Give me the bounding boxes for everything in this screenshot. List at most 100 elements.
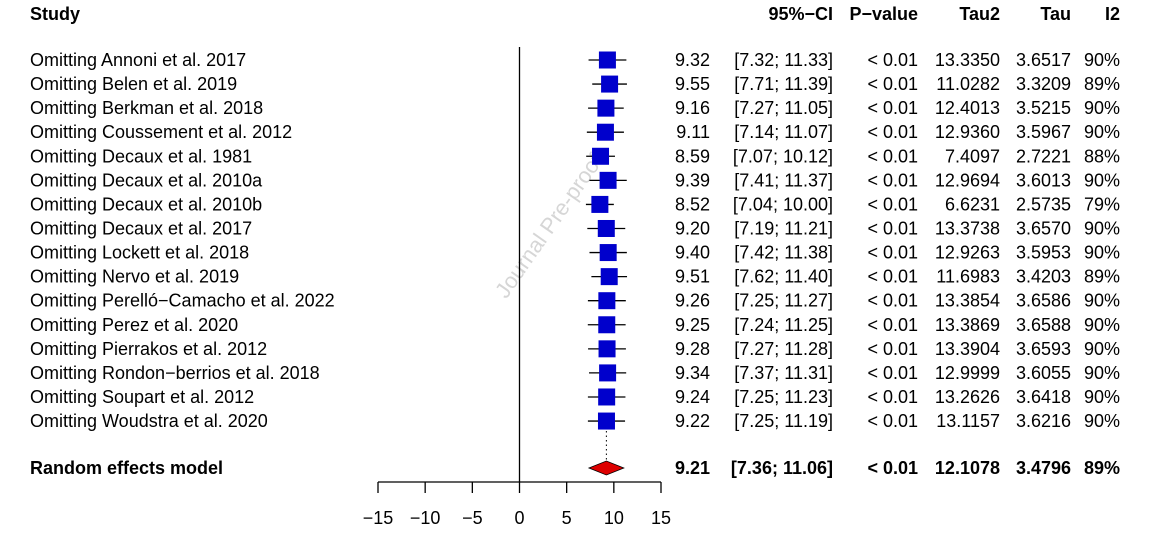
study-row: Omitting Perelló−Camacho et al. 2022 9.26… xyxy=(30,291,1120,311)
pooled-label: Random effects model xyxy=(30,458,223,478)
tau-text: 3.6593 xyxy=(1016,339,1071,359)
estimate-text: 9.25 xyxy=(675,315,710,335)
i2-text: 90% xyxy=(1084,170,1120,190)
study-label: Omitting Perez et al. 2020 xyxy=(30,315,238,335)
x-tick-label: −5 xyxy=(462,508,483,528)
ci-text: [7.19; 11.21] xyxy=(734,218,833,238)
tau2-text: 13.3904 xyxy=(935,339,1000,359)
ci-text: [7.41; 11.37] xyxy=(734,170,833,190)
i2-text: 90% xyxy=(1084,122,1120,142)
ci-text: [7.62; 11.40] xyxy=(734,267,833,287)
tau2-text: 13.1157 xyxy=(936,411,1000,431)
pvalue-text: < 0.01 xyxy=(867,122,918,142)
estimate-square xyxy=(599,171,617,189)
study-row: Omitting Woudstra et al. 2020 9.22 [7.25; … xyxy=(30,411,1120,431)
tau2-text: 7.4097 xyxy=(945,146,1000,166)
pvalue-text: < 0.01 xyxy=(867,74,918,94)
pooled-diamond xyxy=(587,460,625,476)
i2-text: 90% xyxy=(1084,291,1120,311)
tau-text: 2.7221 xyxy=(1016,146,1071,166)
ci-text: [7.25; 11.27] xyxy=(734,291,833,311)
study-label: Omitting Decaux et al. 1981 xyxy=(30,146,252,166)
ci-text: [7.32; 11.33] xyxy=(734,50,833,70)
study-row: Omitting Belen et al. 2019 9.55 [7.71; 11.… xyxy=(30,74,1120,94)
study-row: Omitting Perez et al. 2020 9.25 [7.24; 11.… xyxy=(30,315,1120,335)
estimate-text: 9.22 xyxy=(675,411,710,431)
ci-text: [7.27; 11.05] xyxy=(734,98,833,118)
study-row: Omitting Lockett et al. 2018 9.40 [7.42; 1… xyxy=(30,243,1120,263)
pvalue-text: < 0.01 xyxy=(867,363,918,383)
x-tick-label: 15 xyxy=(651,508,671,528)
i2-text: 90% xyxy=(1084,50,1120,70)
pvalue-text: < 0.01 xyxy=(867,291,918,311)
estimate-square xyxy=(598,292,616,310)
tau-text: 3.6588 xyxy=(1016,315,1071,335)
study-label: Omitting Decaux et al. 2010b xyxy=(30,194,262,214)
estimate-text: 8.52 xyxy=(675,194,710,214)
pvalue-text: < 0.01 xyxy=(867,98,918,118)
tau2-text: 13.3869 xyxy=(935,315,1000,335)
study-row: Omitting Decaux et al. 2010a 9.39 [7.41; 1… xyxy=(30,170,1120,190)
study-label: Omitting Lockett et al. 2018 xyxy=(30,243,249,263)
estimate-text: 9.51 xyxy=(675,267,710,287)
pooled-row: Random effects model 9.21 [7.36; 11.06] < 0… xyxy=(30,458,1120,478)
estimate-square xyxy=(601,75,619,93)
study-label: Omitting Annoni et al. 2017 xyxy=(30,50,246,70)
x-tick-label: −10 xyxy=(410,508,441,528)
estimate-square xyxy=(598,388,616,406)
i2-text: 88% xyxy=(1084,146,1120,166)
tau-text: 3.4203 xyxy=(1016,267,1071,287)
study-row: Omitting Soupart et al. 2012 9.24 [7.25; 1… xyxy=(30,387,1120,407)
estimate-square xyxy=(598,316,616,334)
study-label: Omitting Perelló−Camacho et al. 2022 xyxy=(30,291,335,311)
tau2-text: 12.9263 xyxy=(935,243,1000,263)
tau2-text: 13.3350 xyxy=(935,50,1000,70)
i2-text: 90% xyxy=(1084,363,1120,383)
tau-text: 3.6570 xyxy=(1016,218,1071,238)
i2-text: 79% xyxy=(1084,194,1120,214)
tau2-text: 12.9360 xyxy=(935,122,1000,142)
tau-text: 3.6013 xyxy=(1016,170,1071,190)
estimate-text: 9.20 xyxy=(675,218,710,238)
i2-text: 89% xyxy=(1084,74,1120,94)
tau-text: 3.6055 xyxy=(1016,363,1071,383)
i2-text: 90% xyxy=(1084,315,1120,335)
pooled-i2-text: 89% xyxy=(1084,458,1120,478)
study-label: Omitting Decaux et al. 2010a xyxy=(30,170,263,190)
estimate-square xyxy=(599,244,617,262)
ci-text: [7.07; 10.12] xyxy=(733,146,833,166)
study-label: Omitting Belen et al. 2019 xyxy=(30,74,237,94)
ci-text: [7.37; 11.31] xyxy=(734,363,833,383)
study-row: Omitting Rondon−berrios et al. 2018 9.34 [… xyxy=(30,363,1120,383)
pvalue-text: < 0.01 xyxy=(867,315,918,335)
estimate-square xyxy=(591,195,609,213)
study-label: Omitting Berkman et al. 2018 xyxy=(30,98,263,118)
tau2-text: 12.4013 xyxy=(935,98,1000,118)
i2-text: 89% xyxy=(1084,267,1120,287)
tau-text: 3.3209 xyxy=(1016,74,1071,94)
watermark: Journal Pre-proof xyxy=(490,148,608,302)
tau2-text: 13.2626 xyxy=(935,387,1000,407)
study-row: Omitting Decaux et al. 2017 9.20 [7.19; 11… xyxy=(30,218,1120,238)
tau-text: 3.6586 xyxy=(1016,291,1071,311)
estimate-text: 9.24 xyxy=(675,387,710,407)
pooled-tau2-text: 12.1078 xyxy=(935,458,1000,478)
pvalue-text: < 0.01 xyxy=(867,243,918,263)
estimate-square xyxy=(597,219,615,237)
estimate-text: 8.59 xyxy=(675,146,710,166)
header-pvalue: P−value xyxy=(849,4,918,24)
i2-text: 90% xyxy=(1084,411,1120,431)
estimate-text: 9.32 xyxy=(675,50,710,70)
pvalue-text: < 0.01 xyxy=(867,339,918,359)
estimate-square xyxy=(592,147,610,165)
ci-text: [7.42; 11.38] xyxy=(734,243,833,263)
tau2-text: 6.6231 xyxy=(945,194,1000,214)
study-row: Omitting Pierrakos et al. 2012 9.28 [7.27;… xyxy=(30,339,1120,359)
tau2-text: 13.3854 xyxy=(935,291,1000,311)
tau-text: 2.5735 xyxy=(1016,194,1071,214)
study-row: Omitting Annoni et al. 2017 9.32 [7.32; 11… xyxy=(30,50,1120,70)
estimate-square xyxy=(597,99,615,117)
x-tick-label: −15 xyxy=(363,508,394,528)
ci-text: [7.14; 11.07] xyxy=(734,122,833,142)
